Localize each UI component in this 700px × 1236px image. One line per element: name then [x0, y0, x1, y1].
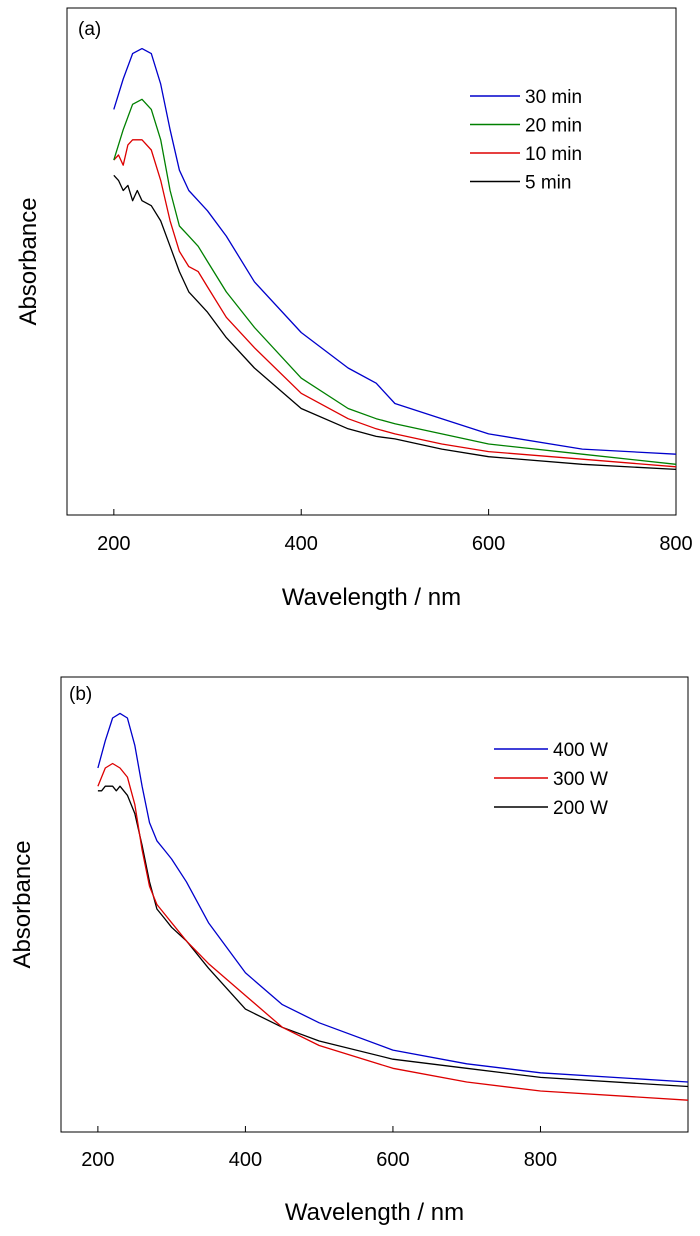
series-line-5-min: [113, 174, 677, 471]
series-line-30-min: [113, 47, 677, 455]
x-tick-label: 200: [97, 533, 130, 555]
y-axis-label: Absorbance: [9, 840, 36, 968]
x-axis-label: Wavelength / nm: [285, 1199, 464, 1226]
plot-frame: [66, 7, 677, 516]
legend-label: 5 min: [525, 173, 571, 194]
x-tick-label: 600: [472, 533, 505, 555]
panel-label: (a): [78, 19, 101, 40]
series-line-200-W: [97, 785, 689, 1088]
plot-frame: [60, 676, 689, 1133]
x-tick-label: 600: [376, 1149, 409, 1171]
series-line-10-min: [113, 139, 677, 468]
panel-label: (b): [69, 684, 92, 705]
series-line-300-W: [97, 762, 689, 1101]
legend-label: 200 W: [553, 798, 608, 819]
x-tick-label: 400: [229, 1149, 262, 1171]
x-tick-label: 800: [659, 533, 692, 555]
series-line-400-W: [97, 712, 689, 1083]
y-axis-label: Absorbance: [15, 197, 42, 325]
x-tick-label: 200: [81, 1149, 114, 1171]
x-tick-label: 400: [285, 533, 318, 555]
legend-label: 300 W: [553, 769, 608, 790]
legend-label: 10 min: [525, 144, 582, 165]
chart-panel-0: 200 400 600 800 Wavelength / nm Absorbance (a)…: [15, 7, 693, 611]
x-axis-label: Wavelength / nm: [282, 584, 461, 611]
legend-label: 30 min: [525, 87, 582, 108]
x-tick-label: 800: [524, 1149, 557, 1171]
series-line-20-min: [113, 98, 677, 465]
legend-label: 20 min: [525, 116, 582, 137]
chart-panel-1: 200 400 600 800 Wavelength / nm Absorbance (b)…: [9, 676, 689, 1226]
legend-label: 400 W: [553, 740, 608, 761]
